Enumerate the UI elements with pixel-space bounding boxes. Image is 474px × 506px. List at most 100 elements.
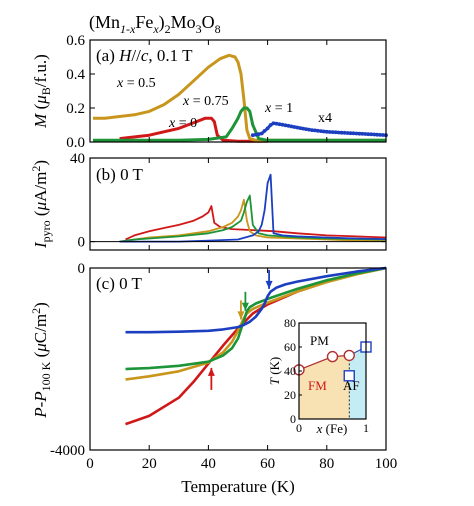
series-x1-marker (259, 131, 264, 136)
panel-c-series (125, 266, 387, 426)
x-tick-label: 100 (375, 456, 398, 472)
series-x1-marker (342, 130, 347, 135)
y-tick-label: 0.2 (66, 101, 85, 117)
arrow-x1-head (265, 280, 273, 289)
series-x1-marker (366, 132, 371, 137)
x-tick-label: 80 (319, 456, 334, 472)
series-x1-marker (327, 130, 332, 134)
series-x1-marker (363, 132, 368, 136)
annotation-x1: x = 1 (264, 101, 293, 116)
series-x1-marker (268, 123, 273, 127)
inset-y-tick-label: 0 (290, 412, 296, 426)
series-x1-marker (301, 126, 305, 131)
panel-a-ylabel: M (μB/f.u.) (31, 54, 53, 129)
x-tick-label: 0 (86, 456, 94, 472)
series-x1-marker (289, 124, 294, 129)
series-x1-marker (280, 122, 285, 127)
arrow-x0-head (207, 367, 215, 376)
panel-c-polarization: 0 -4000 (c) 0 T P-P100 K (μC/m2) 0 20 40 60 8… (29, 261, 387, 459)
inset-regions (298, 346, 367, 419)
inset-y-tick-label: 80 (284, 316, 296, 330)
panel-c-frame (89, 267, 387, 451)
y-tick-label: 0.6 (66, 33, 85, 49)
inset-label-af: AF (343, 378, 360, 393)
annotation-x4: x4 (318, 111, 332, 126)
series-x1-marker (319, 129, 323, 134)
series-x1-line (119, 173, 387, 243)
inset-ticks: 0 20 40 60 80 0 1 (284, 316, 369, 435)
series-x1-marker (357, 131, 362, 136)
panel-c-arrows (207, 269, 273, 390)
annotation-x0: x = 0 (168, 116, 197, 131)
x-tick-label: 20 (142, 456, 157, 472)
x-axis-ticks: 0 20 40 60 80 100 (86, 456, 397, 472)
series-x1-marker (330, 130, 335, 135)
series-x075-line (125, 266, 387, 371)
series-x1-marker (316, 128, 320, 133)
series-x1-marker (345, 131, 350, 135)
panel-a-frame (89, 39, 387, 143)
arrow-x05-head (237, 311, 245, 320)
series-x1-marker (253, 132, 258, 137)
y-tick-label: 0.4 (66, 67, 85, 83)
panel-b-pyrocurrent: 0 40 (b) 0 T Ipyro (μA/m2) (29, 151, 387, 251)
series-x05-line (93, 53, 386, 142)
panel-c-ylabel: P-P100 K (μC/m2) (29, 302, 53, 419)
inset-y-tick-label: 40 (284, 364, 296, 378)
panel-c-ticks: 0 -4000 (50, 261, 387, 459)
panel-a-magnetization: 0.0 0.2 0.4 0.6 (a) H//c, 0.1 T M (μB/f.u.)… (31, 33, 388, 151)
series-x1-marker (354, 131, 359, 136)
x-tick-label: 60 (260, 456, 275, 472)
series-x1-marker (256, 132, 261, 137)
arrow-x075-head (241, 302, 249, 311)
y-tick-label: -4000 (50, 443, 85, 459)
series-x1-marker (307, 127, 311, 132)
series-x1-marker (295, 125, 300, 130)
inset-y-tick-label: 60 (284, 340, 296, 354)
series-x1-marker (283, 123, 288, 128)
x-axis-label: Temperature (K) (181, 477, 295, 496)
series-x0-line (125, 205, 387, 241)
series-x1-line (125, 266, 387, 334)
series-x1-marker (348, 131, 353, 136)
series-x1-marker (292, 125, 297, 129)
figure-title: (Mn1-xFex)2Mo3O8 (89, 12, 221, 36)
panel-b-frame (89, 157, 387, 251)
panel-b-ticks: 0 40 (70, 151, 387, 251)
panel-a-ticks: 0.0 0.2 0.4 0.6 (66, 33, 387, 151)
series-x1-marker (274, 121, 279, 126)
series-x1-marker (277, 122, 282, 127)
panel-b-label: (b) 0 T (96, 165, 144, 184)
series-x1-marker (339, 130, 344, 135)
y-tick-label: 40 (70, 151, 85, 167)
series-x1-marker (360, 131, 365, 136)
inset-ylabel: T (K) (267, 357, 282, 386)
x-tick-label: 40 (201, 456, 216, 472)
panel-a-label: (a) H//c, 0.1 T (96, 46, 193, 65)
series-x1-marker (313, 128, 317, 133)
region-af (349, 347, 366, 419)
panel-b-ylabel: Ipyro (μA/m2) (29, 160, 53, 249)
series-x1-marker (286, 123, 291, 128)
inset-phase-diagram: 0 20 40 60 80 0 1 PM FM AF x (Fe) T (K) (267, 316, 372, 436)
series-x1-marker (375, 132, 379, 137)
series-x1-marker (351, 131, 356, 136)
inset-y-tick-label: 20 (284, 388, 296, 402)
series-x1-marker (271, 121, 276, 126)
series-x1-marker (310, 128, 314, 133)
series-x1-marker (321, 129, 326, 134)
series-x1-marker (381, 133, 385, 137)
inset-label-fm: FM (308, 378, 327, 393)
series-x1-marker (250, 133, 255, 138)
y-tick-label: 0 (78, 261, 86, 277)
series-x1-marker (333, 130, 338, 135)
series-x1-marker (336, 130, 341, 135)
series-x1-marker (324, 129, 329, 134)
square-point (343, 370, 355, 382)
series-x1-marker (378, 133, 382, 137)
series-x1-marker (298, 126, 303, 130)
series-x1-marker (369, 132, 374, 137)
inset-x-tick-label: 1 (363, 421, 369, 435)
series-x1-marker (265, 126, 270, 131)
